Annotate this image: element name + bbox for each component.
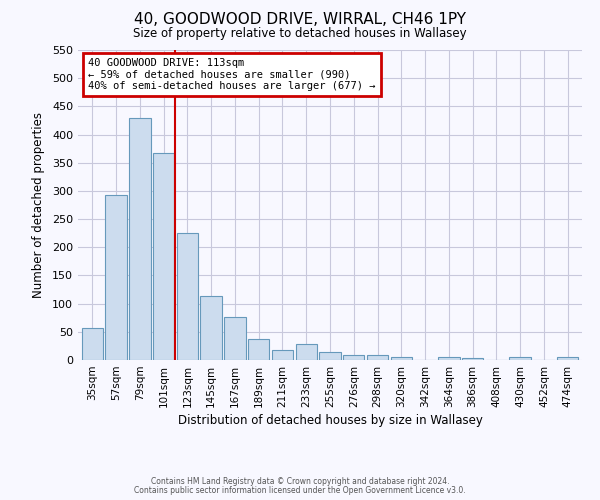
Bar (509, 357, 531, 360)
Bar (319, 352, 341, 360)
Bar (153, 152, 174, 360)
Bar (343, 356, 364, 360)
Bar (272, 350, 293, 360)
Bar (82, 328, 103, 360)
Bar (200, 296, 222, 360)
Bar (224, 317, 245, 360)
Y-axis label: Number of detached properties: Number of detached properties (32, 112, 45, 298)
Bar (176, 232, 198, 360)
Bar (106, 195, 127, 360)
Text: 40 GOODWOOD DRIVE: 113sqm
← 59% of detached houses are smaller (990)
40% of semi: 40 GOODWOOD DRIVE: 113sqm ← 59% of detac… (88, 58, 376, 91)
Bar (248, 338, 269, 360)
Text: Contains public sector information licensed under the Open Government Licence v3: Contains public sector information licen… (134, 486, 466, 495)
Text: Contains HM Land Registry data © Crown copyright and database right 2024.: Contains HM Land Registry data © Crown c… (151, 478, 449, 486)
Text: Size of property relative to detached houses in Wallasey: Size of property relative to detached ho… (133, 28, 467, 40)
Bar (129, 118, 151, 360)
Bar (438, 357, 460, 360)
Bar (391, 356, 412, 360)
Bar (367, 356, 388, 360)
X-axis label: Distribution of detached houses by size in Wallasey: Distribution of detached houses by size … (178, 414, 482, 427)
Bar (557, 357, 578, 360)
Bar (462, 358, 484, 360)
Bar (296, 344, 317, 360)
Text: 40, GOODWOOD DRIVE, WIRRAL, CH46 1PY: 40, GOODWOOD DRIVE, WIRRAL, CH46 1PY (134, 12, 466, 28)
